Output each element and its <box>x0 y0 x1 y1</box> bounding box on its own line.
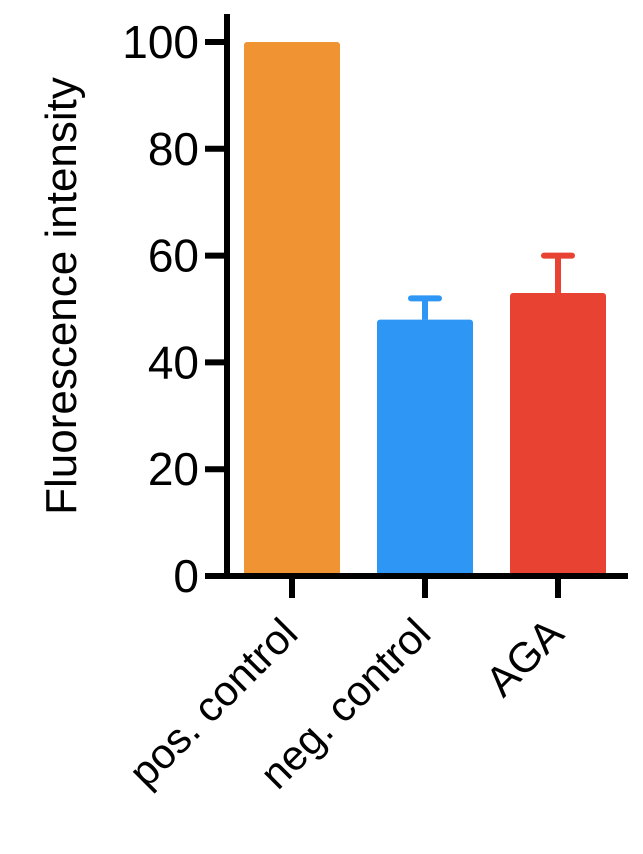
y-tick-label: 40 <box>148 336 199 388</box>
x-tick-label: AGA <box>476 609 572 705</box>
y-tick-label: 0 <box>173 550 199 602</box>
y-tick-label: 20 <box>148 443 199 495</box>
bar <box>244 42 340 576</box>
y-ticks-group: 0 20 40 60 80 100 <box>122 16 227 602</box>
bar <box>510 292 606 576</box>
y-axis-title: Fluorescence intensity <box>37 77 86 515</box>
y-tick-label: 60 <box>148 230 199 282</box>
error-bars-group <box>408 252 575 320</box>
bar <box>377 319 473 576</box>
bars-group <box>244 42 606 576</box>
y-tick-label: 80 <box>148 123 199 175</box>
y-tick-label: 100 <box>122 16 199 68</box>
